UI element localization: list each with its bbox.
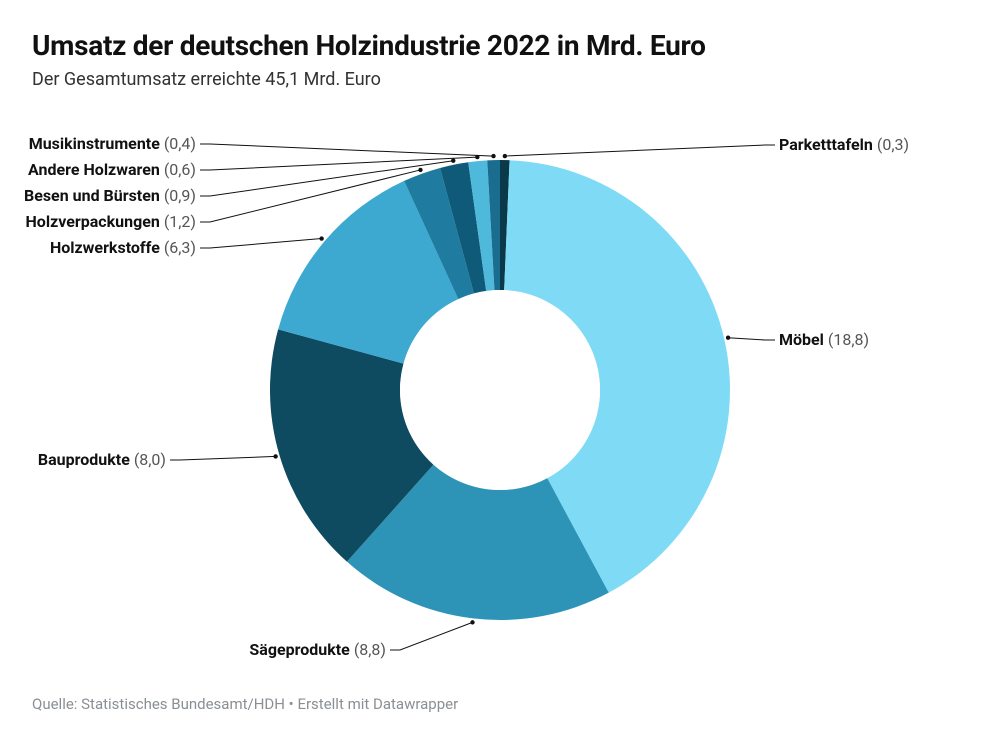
svg-text:Besen und Bürsten (0,9): Besen und Bürsten (0,9) <box>24 186 196 205</box>
chart-subtitle: Der Gesamtumsatz erreichte 45,1 Mrd. Eur… <box>32 69 968 90</box>
slice-label: Besen und Bürsten (0,9) <box>24 186 196 205</box>
leader-dot <box>319 236 323 240</box>
leader-line <box>390 622 472 650</box>
slice-label: Bauprodukte (8,0) <box>38 450 166 469</box>
svg-text:Holzverpackungen (1,2): Holzverpackungen (1,2) <box>26 212 197 231</box>
leader-line <box>505 145 775 156</box>
slice-label: Holzwerkstoffe (6,3) <box>50 238 196 257</box>
svg-text:Andere Holzwaren (0,6): Andere Holzwaren (0,6) <box>28 160 196 179</box>
svg-text:Sägeprodukte (8,8): Sägeprodukte (8,8) <box>249 640 386 659</box>
leader-dot <box>470 620 474 624</box>
leader-dot <box>503 154 507 158</box>
slice-label: Möbel (18,8) <box>779 330 869 349</box>
slice-label: Musikinstrumente (0,4) <box>29 134 196 153</box>
leader-line <box>170 456 276 460</box>
svg-text:Bauprodukte (8,0): Bauprodukte (8,0) <box>38 450 166 469</box>
leader-dot <box>491 154 495 158</box>
svg-text:Möbel (18,8): Möbel (18,8) <box>779 330 869 349</box>
svg-text:Holzwerkstoffe (6,3): Holzwerkstoffe (6,3) <box>50 238 196 257</box>
chart-source: Quelle: Statistisches Bundesamt/HDH • Er… <box>32 695 458 713</box>
slice-label: Holzverpackungen (1,2) <box>26 212 197 231</box>
leader-dot <box>418 168 422 172</box>
slice-label: Parketttafeln (0,3) <box>779 135 909 154</box>
donut-hole <box>400 290 600 490</box>
leader-dot <box>273 454 277 458</box>
slice-label: Andere Holzwaren (0,6) <box>28 160 196 179</box>
svg-text:Parketttafeln (0,3): Parketttafeln (0,3) <box>779 135 909 154</box>
donut-chart: Parketttafeln (0,3) Möbel (18,8) Sägeprodu… <box>0 110 1000 670</box>
leader-line <box>200 239 322 248</box>
leader-line <box>728 338 775 340</box>
leader-line <box>200 144 494 156</box>
chart-title: Umsatz der deutschen Holzindustrie 2022 … <box>32 28 968 63</box>
leader-dot <box>451 159 455 163</box>
leader-dot <box>726 336 730 340</box>
svg-text:Musikinstrumente (0,4): Musikinstrumente (0,4) <box>29 134 196 153</box>
slice-label: Sägeprodukte (8,8) <box>249 640 386 659</box>
